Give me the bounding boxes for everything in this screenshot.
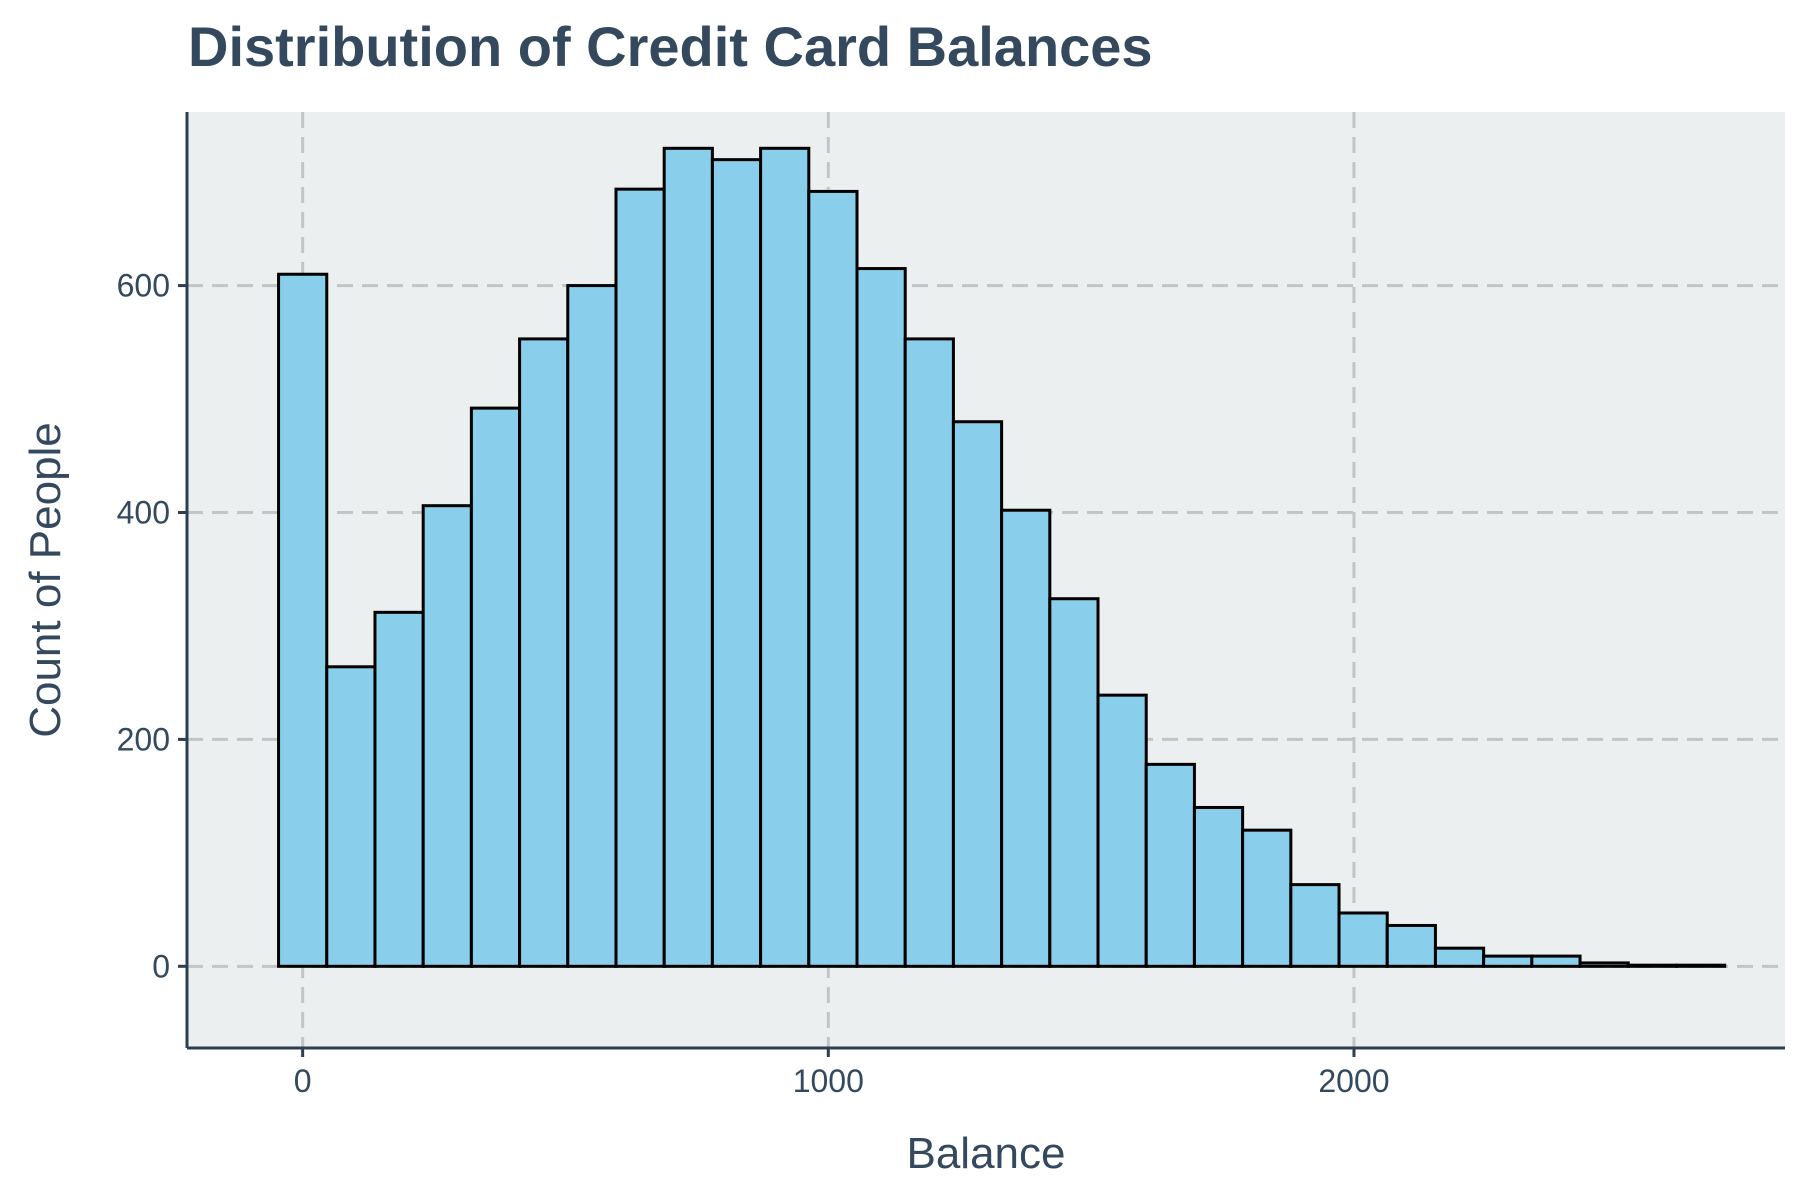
histogram-bar (1096, 693, 1148, 968)
histogram-bar (1048, 597, 1100, 968)
tick-labels: 0 1000 2000 0 200 400 600 (117, 268, 1390, 1099)
histogram-bars (277, 146, 1727, 968)
histogram-bar (1385, 923, 1437, 968)
y-axis-title: Count of People (21, 422, 70, 738)
histogram-bar (1289, 883, 1341, 968)
histogram-bar (1626, 963, 1678, 968)
histogram-bar (421, 504, 473, 968)
tick-marks (178, 284, 1356, 1057)
x-tick-label: 1000 (793, 1063, 864, 1099)
histogram-bar (1433, 946, 1486, 968)
y-tick-label: 600 (117, 268, 170, 304)
histogram-bar (614, 187, 666, 968)
axes (185, 112, 1785, 1050)
histogram-bar (1192, 805, 1245, 968)
x-tick-label: 0 (294, 1063, 312, 1099)
histogram-bar (277, 272, 329, 968)
histogram-bar (566, 284, 618, 968)
histogram-bar (1530, 954, 1582, 968)
y-tick-label: 0 (152, 948, 170, 984)
histogram-bar (373, 610, 425, 968)
histogram-bar (759, 146, 811, 968)
histogram-bar (1674, 963, 1727, 968)
histogram-bar (1337, 911, 1389, 968)
x-axis-title: Balance (906, 1129, 1065, 1178)
chart-title: Distribution of Credit Card Balances (188, 15, 1153, 78)
histogram-bar (1144, 762, 1196, 968)
x-tick-label: 2000 (1318, 1063, 1389, 1099)
histogram-bar (1482, 954, 1534, 968)
histogram-bar (1000, 508, 1052, 968)
histogram-bar (325, 665, 377, 968)
histogram-bar (951, 420, 1004, 968)
histogram-bar (855, 267, 907, 968)
histogram-bar (1241, 828, 1293, 968)
histogram-bar (662, 146, 714, 968)
histogram-bar (469, 406, 522, 968)
histogram-bar (518, 337, 570, 968)
histogram-bar (807, 189, 859, 968)
histogram-bar (710, 158, 763, 968)
y-tick-label: 400 (117, 494, 170, 530)
y-tick-label: 200 (117, 721, 170, 757)
histogram-bar (1578, 961, 1630, 968)
histogram-bar (903, 337, 955, 968)
